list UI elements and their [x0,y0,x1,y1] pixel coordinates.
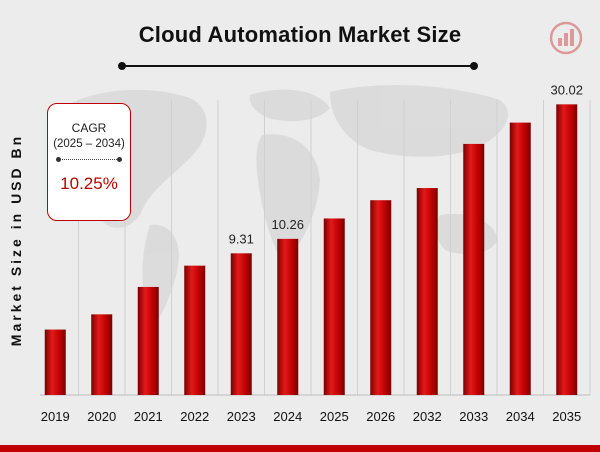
title-underline-dot-right [470,62,478,70]
x-tick-label-2019: 2019 [41,409,70,424]
cagr-period: (2025 – 2034) [53,138,125,150]
x-tick-label-2024: 2024 [273,409,302,424]
data-label-2024: 10.26 [271,217,304,232]
bar-2035 [556,104,578,395]
x-tick-label-2025: 2025 [320,409,349,424]
y-axis-label: Market Size in USD Bn [8,133,24,347]
data-label-2035: 30.02 [550,82,583,97]
cagr-label: CAGR [71,121,107,135]
bar-2034 [509,122,531,395]
x-tick-label-2035: 2035 [552,409,581,424]
bar-2022 [184,265,206,395]
market-research-logo-icon [549,21,583,55]
bar-2021 [137,286,159,395]
x-tick-label-2023: 2023 [227,409,256,424]
cagr-callout: CAGR (2025 – 2034) 10.25% [47,103,131,221]
x-tick-label-2022: 2022 [180,409,209,424]
bar-2026 [370,200,392,395]
x-tick-label-2026: 2026 [366,409,395,424]
bar-2020 [91,314,113,395]
x-tick-label-2020: 2020 [87,409,116,424]
x-tick-labels: 2019 2020 2021 2022 2023 2024 2025 2026 2032 2033… [41,409,581,424]
bar-2023 [230,253,252,395]
x-tick-label-2032: 2032 [413,409,442,424]
bar-2019 [44,329,66,395]
data-labels: 9.31 10.26 30.02 [229,82,583,246]
data-label-2023: 9.31 [229,231,254,246]
cagr-value: 10.25% [60,174,118,193]
cagr-divider [56,156,122,162]
bar-2025 [323,218,345,395]
decorative-gridlines [78,100,591,395]
x-tick-label-2033: 2033 [459,409,488,424]
x-tick-label-2034: 2034 [506,409,535,424]
bars-group [44,104,578,395]
x-tick-label-2021: 2021 [134,409,163,424]
title-underline [118,62,478,70]
footer-band [0,445,600,452]
chart-title: Cloud Automation Market Size [138,22,462,47]
title-underline-dot-left [118,62,126,70]
bar-2033 [463,143,485,395]
bar-2032 [416,188,438,395]
bar-2024 [277,238,299,395]
